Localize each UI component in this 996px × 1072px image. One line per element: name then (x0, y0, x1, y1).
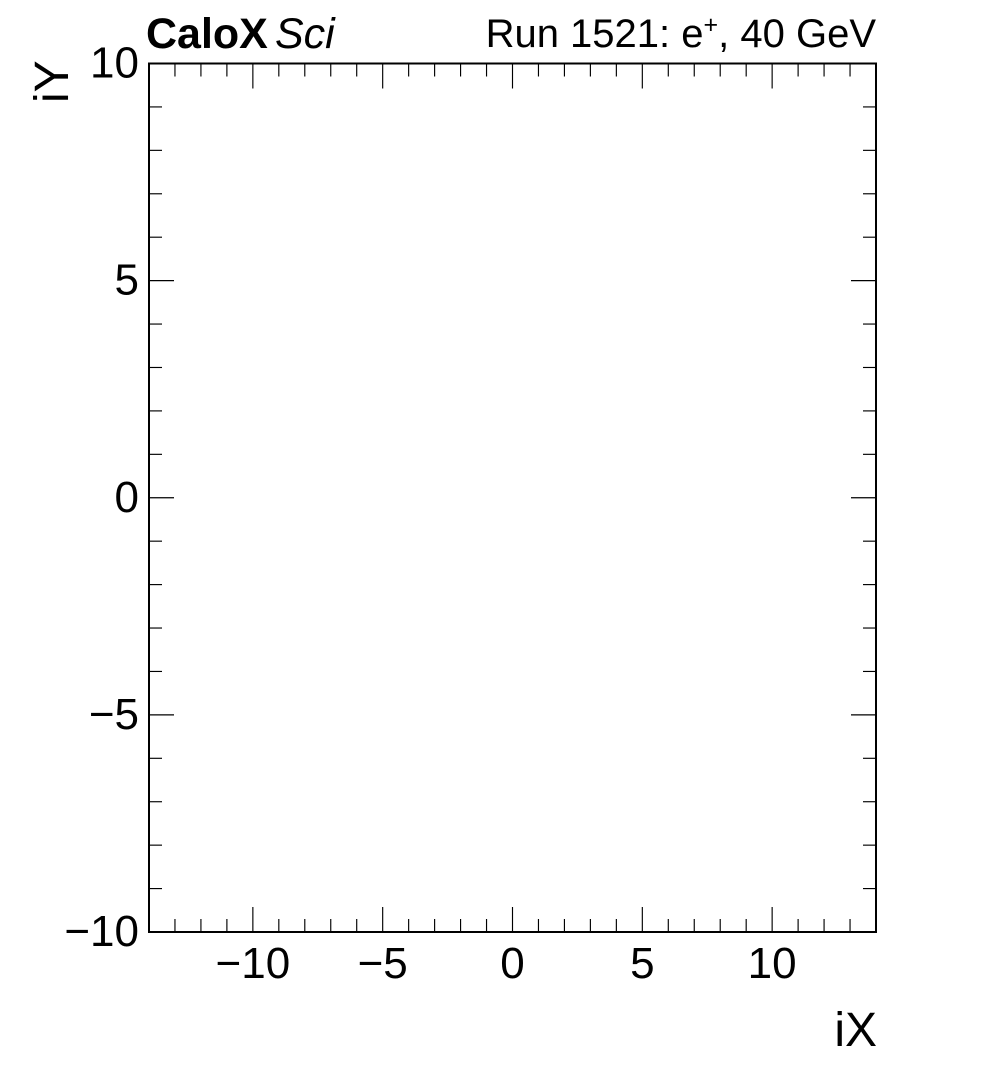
svg-text:−10: −10 (64, 907, 139, 956)
svg-text:−5: −5 (358, 939, 408, 988)
svg-text:CaloX: CaloX (146, 10, 268, 58)
svg-text:−10: −10 (216, 939, 291, 988)
svg-text:0: 0 (500, 939, 524, 988)
svg-text:iX: iX (834, 1004, 877, 1057)
svg-text:5: 5 (630, 939, 654, 988)
svg-text:iY: iY (26, 60, 79, 103)
svg-text:0: 0 (115, 473, 139, 522)
svg-text:10: 10 (748, 939, 797, 988)
svg-text:10: 10 (90, 39, 139, 88)
svg-text:−5: −5 (89, 690, 139, 739)
svg-text:Sci: Sci (275, 10, 336, 58)
svg-text:Run 1521: e+, 40 GeV: Run 1521: e+, 40 GeV (486, 11, 877, 56)
svg-text:5: 5 (115, 256, 139, 305)
